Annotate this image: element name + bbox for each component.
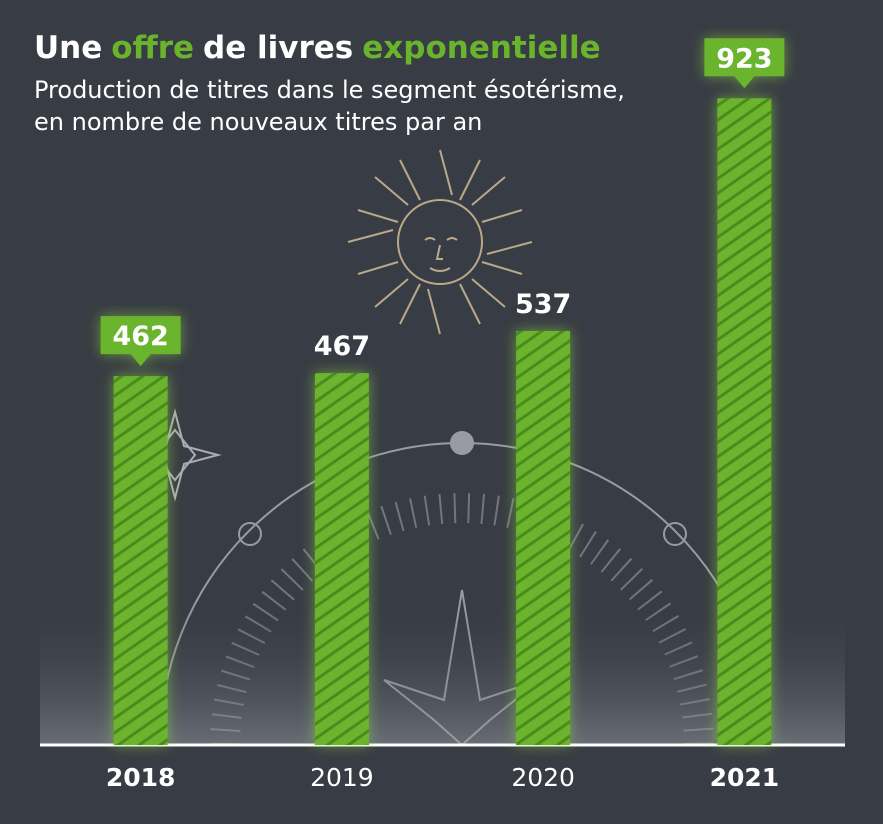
value-label: 537 [515, 289, 571, 320]
x-tick-label: 2020 [511, 763, 575, 792]
bar [314, 373, 369, 745]
value-label: 923 [716, 43, 772, 74]
title-segment: offre [111, 30, 194, 66]
title-segment: exponentielle [362, 30, 600, 66]
value-label: 467 [314, 331, 370, 362]
value-label-box [704, 38, 785, 89]
title-segment: Une [34, 30, 102, 66]
chart-subtitle: en nombre de nouveaux titres par an [34, 108, 482, 136]
value-label: 462 [112, 321, 168, 352]
bar [113, 376, 168, 745]
bar [516, 330, 571, 745]
bar [717, 98, 772, 746]
value-label-box [100, 316, 181, 367]
title-segment: de livres [203, 30, 353, 66]
sun-decoration [347, 149, 533, 335]
x-tick-label: 2018 [106, 763, 176, 792]
chart-subtitle: Production de titres dans le segment éso… [34, 76, 625, 104]
fog [40, 600, 845, 745]
x-tick-label: 2019 [310, 763, 374, 792]
chart-title: Une offre de livres exponentielle [34, 30, 601, 66]
x-tick-label: 2021 [710, 763, 780, 792]
